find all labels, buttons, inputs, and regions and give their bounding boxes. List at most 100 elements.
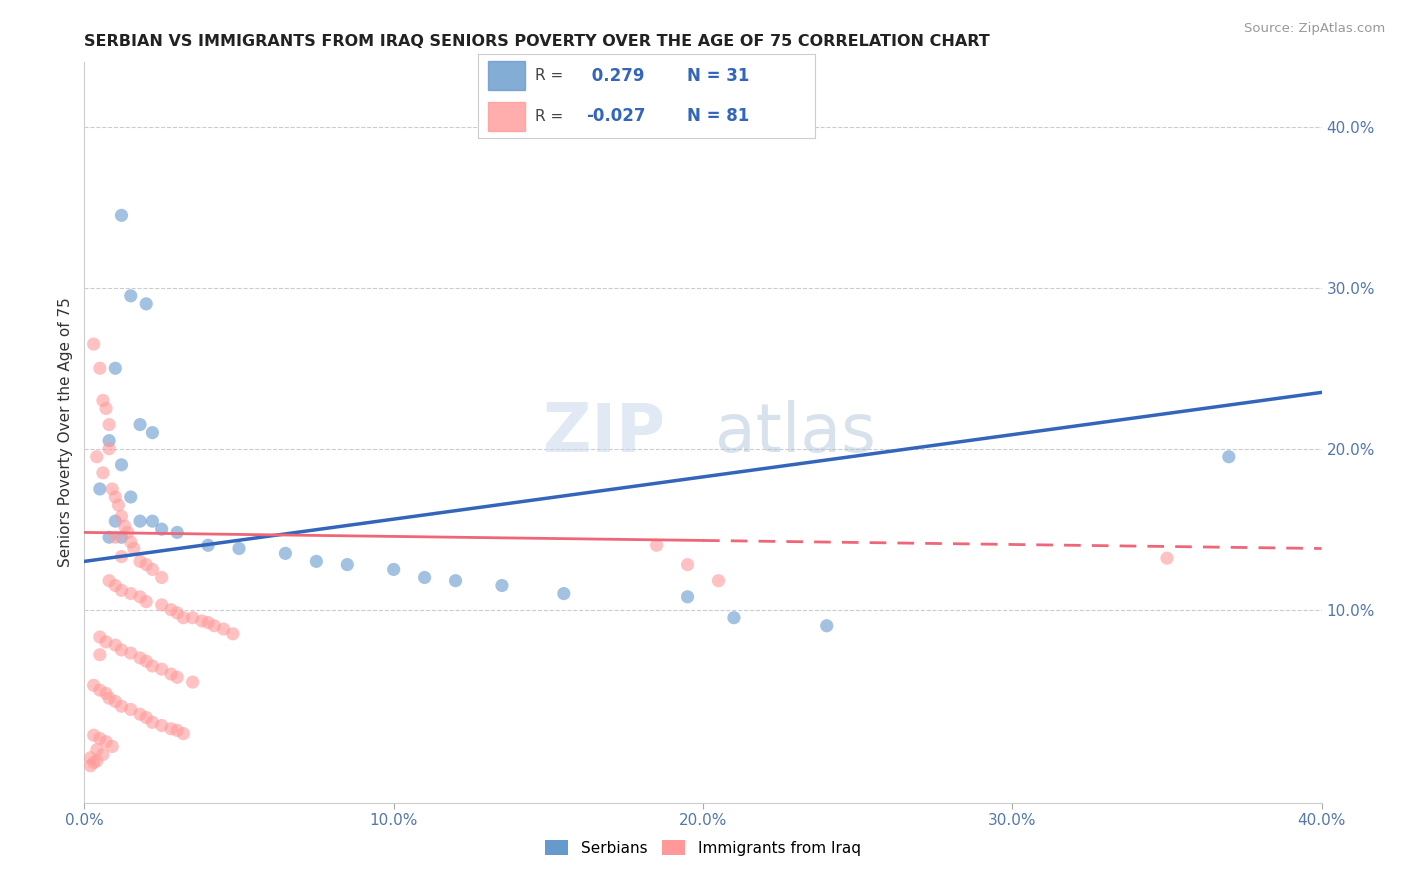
Point [676, 590, 699, 604]
Point [181, 610, 204, 624]
Point [444, 574, 467, 588]
Point [114, 519, 136, 533]
Point [83, 756, 105, 770]
Point [181, 675, 204, 690]
Point [141, 425, 163, 440]
Point [120, 490, 142, 504]
Point [104, 361, 127, 376]
Point [89, 482, 111, 496]
Text: SERBIAN VS IMMIGRANTS FROM IRAQ SENIORS POVERTY OVER THE AGE OF 75 CORRELATION C: SERBIAN VS IMMIGRANTS FROM IRAQ SENIORS … [84, 34, 990, 49]
Point [141, 659, 163, 673]
Point [83, 678, 105, 692]
Text: -0.027: -0.027 [586, 107, 645, 125]
Point [91, 466, 114, 480]
Point [141, 514, 163, 528]
Text: 0.279: 0.279 [586, 67, 644, 85]
Point [98, 442, 121, 456]
Point [707, 574, 730, 588]
Point [98, 434, 121, 448]
Text: ZIP: ZIP [543, 400, 665, 466]
Point [98, 574, 121, 588]
Point [94, 686, 117, 700]
Point [107, 498, 129, 512]
Point [120, 535, 142, 549]
Point [110, 458, 132, 472]
Point [815, 619, 838, 633]
Point [79, 750, 101, 764]
Point [83, 728, 105, 742]
Point [117, 525, 139, 540]
Point [89, 630, 111, 644]
Point [150, 598, 173, 612]
Point [135, 594, 157, 608]
Point [89, 731, 111, 746]
Point [166, 670, 188, 684]
Point [101, 739, 124, 754]
Point [89, 683, 111, 698]
Point [86, 742, 108, 756]
Text: N = 31: N = 31 [688, 67, 749, 85]
Point [120, 586, 142, 600]
Point [94, 401, 117, 416]
Point [1218, 450, 1240, 464]
Point [83, 337, 105, 351]
Point [645, 538, 668, 552]
Text: N = 81: N = 81 [688, 107, 749, 125]
Point [150, 718, 173, 732]
Point [135, 710, 157, 724]
Point [120, 702, 142, 716]
Point [166, 723, 188, 738]
Point [129, 590, 152, 604]
Point [166, 525, 188, 540]
Point [191, 614, 214, 628]
Point [101, 482, 124, 496]
Point [110, 549, 132, 564]
Point [166, 606, 188, 620]
Point [104, 530, 127, 544]
Point [122, 541, 145, 556]
FancyBboxPatch shape [488, 62, 526, 90]
Point [228, 541, 250, 556]
Point [129, 707, 152, 722]
Point [382, 562, 405, 576]
Point [129, 514, 152, 528]
Point [89, 361, 111, 376]
Point [110, 643, 132, 657]
Point [91, 393, 114, 408]
Text: atlas: atlas [716, 400, 876, 466]
Point [1156, 551, 1178, 566]
Point [104, 694, 127, 708]
Point [110, 530, 132, 544]
Point [110, 699, 132, 714]
Point [150, 522, 173, 536]
Point [141, 715, 163, 730]
Point [141, 562, 163, 576]
Point [104, 578, 127, 592]
Point [135, 654, 157, 668]
Text: Source: ZipAtlas.com: Source: ZipAtlas.com [1244, 22, 1385, 36]
Point [98, 417, 121, 432]
Point [197, 615, 219, 630]
Point [86, 450, 108, 464]
Point [120, 289, 142, 303]
Point [94, 635, 117, 649]
Point [79, 758, 101, 772]
Point [172, 610, 194, 624]
Point [212, 622, 235, 636]
Point [160, 667, 183, 681]
Point [553, 586, 575, 600]
Point [120, 646, 142, 660]
Point [129, 417, 152, 432]
Point [413, 570, 436, 584]
Point [160, 602, 183, 616]
FancyBboxPatch shape [488, 102, 526, 130]
Point [135, 558, 157, 572]
Point [104, 514, 127, 528]
Point [150, 570, 173, 584]
Point [91, 747, 114, 762]
Point [172, 726, 194, 740]
Point [491, 578, 513, 592]
Point [98, 691, 121, 706]
Point [676, 558, 699, 572]
Point [110, 509, 132, 524]
